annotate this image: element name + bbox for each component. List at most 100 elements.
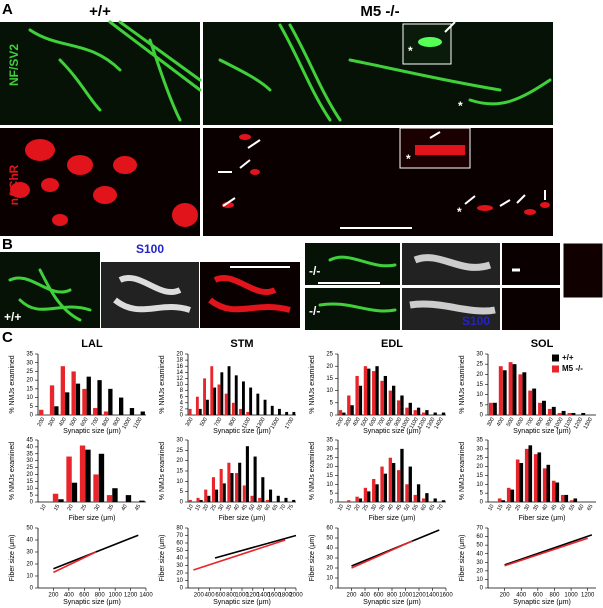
x-axis-label: Synaptic size (μm) [363, 428, 421, 435]
bar [235, 473, 239, 502]
bar [188, 499, 192, 502]
bar [433, 498, 437, 502]
legend-label: M5 -/- [562, 364, 583, 373]
bar [542, 468, 547, 502]
bar [140, 411, 145, 415]
bar [112, 488, 118, 502]
y-tick-label: 30 [26, 550, 33, 556]
bar [265, 499, 269, 502]
x-tick-label: 900 [228, 417, 238, 428]
y-tick-label: 12 [176, 376, 183, 382]
bar [250, 495, 254, 502]
x-tick-label: 1600 [268, 593, 282, 599]
x-tick-label: 1000 [400, 417, 411, 431]
y-tick-label: 5 [30, 404, 34, 410]
bar [292, 411, 296, 415]
bar [204, 489, 208, 502]
bar [199, 499, 203, 502]
bar [210, 366, 214, 415]
regression-line [351, 540, 413, 569]
y-axis-label: % NMJs examined [459, 355, 466, 413]
bar [211, 477, 215, 502]
x-tick-label: 400 [58, 417, 68, 428]
x-tick-label: 1000 [399, 593, 413, 599]
y-tick-label: 20 [476, 568, 483, 574]
bar [416, 407, 421, 415]
x-tick-label: 300 [344, 417, 354, 428]
y-tick-label: 10 [176, 382, 183, 388]
x-tick-label: 70 [279, 504, 287, 512]
x-tick-label: 15 [53, 504, 61, 512]
bar [347, 395, 351, 415]
bar [524, 448, 529, 502]
x-tick-label: 20 [202, 504, 210, 512]
bar [396, 400, 401, 415]
bar [421, 498, 426, 502]
y-tick-label: 10 [476, 392, 483, 398]
x-tick-label: 45 [241, 504, 249, 512]
y-tick-label: 50 [176, 548, 183, 554]
bar [242, 485, 246, 502]
bar [125, 495, 132, 502]
y-axis-label: % NMJs examined [309, 355, 316, 413]
bar [75, 383, 81, 415]
bar [441, 500, 446, 502]
y-tick-label: 0 [480, 500, 484, 506]
x-tick-label: 75 [287, 504, 295, 512]
x-tick-label: 600 [516, 417, 526, 428]
x-tick-label: 55 [568, 504, 576, 512]
bar [433, 412, 437, 415]
bar [276, 495, 280, 502]
y-tick-label: 50 [26, 526, 33, 532]
x-tick-label: 60 [264, 504, 272, 512]
x-axis-label: Synaptic size (μm) [363, 599, 421, 606]
x-tick-label: 500 [69, 417, 79, 428]
y-tick-label: 50 [326, 536, 333, 542]
y-tick-label: 30 [326, 556, 333, 562]
bar [119, 397, 124, 415]
y-tick-label: 0 [180, 413, 184, 419]
bar [537, 452, 542, 502]
bar [206, 399, 209, 415]
x-tick-label: 1000 [553, 417, 564, 431]
bar [93, 474, 99, 502]
x-tick-label: 45 [134, 504, 142, 512]
x-tick-label: 40 [233, 504, 241, 512]
y-tick-label: 5 [480, 491, 484, 497]
bar [560, 494, 565, 502]
x-axis-label: Synaptic size (μm) [513, 428, 571, 435]
y-tick-label: 10 [176, 479, 183, 485]
x-tick-label: 15 [496, 504, 504, 512]
y-tick-label: 30 [176, 438, 183, 444]
bar [82, 388, 87, 415]
y-tick-label: 25 [326, 352, 333, 358]
chart-title: EDL [381, 338, 403, 350]
bar [502, 370, 507, 415]
y-tick-label: 20 [26, 472, 33, 478]
x-tick-label: 10 [39, 504, 47, 512]
x-tick-label: 800 [549, 593, 560, 599]
y-tick-label: 30 [326, 446, 333, 452]
bar [372, 371, 376, 415]
x-tick-label: 500 [360, 417, 370, 428]
bar [538, 402, 542, 415]
x-tick-label: 35 [378, 504, 386, 512]
y-tick-label: 0 [30, 500, 34, 506]
x-tick-label: 1700 [284, 417, 295, 431]
y-tick-label: 10 [26, 486, 33, 492]
y-tick-label: 20 [26, 378, 33, 384]
y-tick-label: 40 [176, 556, 183, 562]
y-tick-label: 10 [476, 577, 483, 583]
x-tick-label: 700 [91, 417, 101, 428]
y-tick-label: 20 [326, 464, 333, 470]
bar [498, 366, 503, 415]
bar [227, 462, 231, 502]
bar [557, 412, 562, 415]
bar [227, 366, 231, 415]
panel-letter: C [2, 329, 13, 346]
y-tick-label: 5 [330, 491, 334, 497]
y-tick-label: 20 [176, 352, 183, 358]
y-tick-label: 0 [30, 413, 34, 419]
bar [224, 393, 228, 415]
bar [256, 393, 260, 415]
